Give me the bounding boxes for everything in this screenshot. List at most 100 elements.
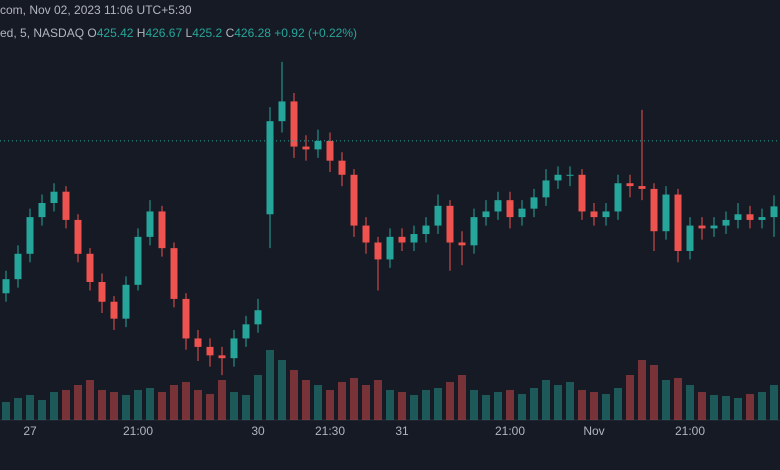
candle-body — [494, 200, 502, 212]
volume-bar — [650, 365, 658, 420]
volume-bar — [194, 390, 202, 420]
candle-body — [506, 200, 514, 218]
volume-bar — [602, 394, 610, 420]
volume-bar — [470, 390, 478, 420]
volume-bar — [494, 392, 502, 420]
volume-bar — [242, 395, 250, 420]
volume-bar — [158, 392, 166, 420]
candle-body — [182, 298, 190, 339]
volume-bar — [674, 378, 682, 420]
candle-body — [26, 217, 34, 254]
ohlc-value: 425.42 — [96, 26, 134, 40]
x-tick-label: 27 — [23, 424, 37, 438]
candle-body — [590, 211, 598, 218]
x-axis-background — [0, 420, 780, 470]
ohlc-label: O — [87, 26, 97, 40]
candle-body — [2, 279, 10, 294]
x-tick-label: 30 — [251, 424, 265, 438]
candle-body — [110, 301, 118, 319]
ohlc-values: O425.42 H426.67 L425.2 C426.28 — [87, 26, 274, 40]
volume-bar — [770, 385, 778, 420]
ohlc-value: 426.67 — [145, 26, 183, 40]
candle-body — [674, 194, 682, 251]
candle-body — [326, 140, 334, 161]
candle-body — [470, 217, 478, 246]
volume-bar — [746, 394, 754, 420]
volume-bar — [230, 392, 238, 420]
candle-body — [122, 284, 130, 319]
volume-bar — [458, 375, 466, 420]
candle-body — [98, 282, 106, 302]
candle-body — [62, 191, 70, 220]
volume-bar — [122, 395, 130, 420]
candle-body — [302, 146, 310, 150]
volume-bar — [314, 385, 322, 420]
candle-body — [206, 346, 214, 356]
volume-bar — [590, 392, 598, 420]
candle-body — [518, 208, 526, 218]
volume-bar — [626, 375, 634, 420]
candle-body — [578, 174, 586, 212]
candle-body — [686, 225, 694, 251]
chart-title: com, Nov 02, 2023 11:06 UTC+5:30 — [0, 3, 192, 17]
candle-body — [158, 211, 166, 249]
volume-bar — [482, 395, 490, 420]
candle-body — [746, 214, 754, 220]
volume-bar — [530, 388, 538, 420]
candle-body — [602, 211, 610, 218]
ohlc-label: L — [185, 26, 193, 40]
volume-bar — [410, 395, 418, 420]
volume-bar — [638, 360, 646, 420]
volume-bar — [386, 390, 394, 420]
volume-bar — [110, 392, 118, 420]
candle-body — [722, 219, 730, 226]
volume-bar — [614, 388, 622, 420]
candle-body — [170, 248, 178, 299]
volume-bar — [266, 350, 274, 420]
volume-bar — [206, 394, 214, 420]
candle-body — [230, 338, 238, 359]
volume-bar — [302, 380, 310, 420]
candle-body — [38, 203, 46, 218]
candle-body — [758, 217, 766, 220]
volume-bar — [14, 398, 22, 420]
x-tick-label: 21:30 — [315, 424, 345, 438]
x-tick-label: 21:00 — [495, 424, 525, 438]
x-tick-label: 21:00 — [123, 424, 153, 438]
x-tick-label: 31 — [395, 424, 409, 438]
volume-bar — [278, 360, 286, 420]
candle-body — [194, 338, 202, 347]
volume-bar — [170, 385, 178, 420]
candle-body — [338, 160, 346, 175]
candle-body — [14, 253, 22, 280]
volume-bar — [134, 390, 142, 420]
candle-body — [446, 205, 454, 243]
volume-bar — [662, 380, 670, 420]
candle-body — [374, 242, 382, 260]
candle-body — [266, 121, 274, 215]
ohlc-value: 426.28 — [234, 26, 271, 40]
change: +0.92 (+0.22%) — [274, 26, 358, 40]
volume-bar — [338, 382, 346, 420]
volume-bar — [62, 390, 70, 420]
volume-bar — [146, 388, 154, 420]
candle-body — [650, 188, 658, 232]
x-tick-label: Nov — [583, 424, 604, 438]
candle-body — [614, 183, 622, 212]
volume-bar — [98, 390, 106, 420]
volume-bar — [26, 395, 34, 420]
volume-bar — [326, 390, 334, 420]
volume-bar — [518, 394, 526, 420]
volume-bar — [446, 382, 454, 420]
candle-body — [554, 174, 562, 181]
candle-body — [422, 225, 430, 235]
volume-bar — [554, 385, 562, 420]
volume-bar — [2, 402, 10, 420]
candle-body — [362, 225, 370, 243]
legend-row: ed, 5, NASDAQ O425.42 H426.67 L425.2 C42… — [0, 26, 357, 40]
candle-body — [566, 174, 574, 176]
ohlc-label: H — [136, 26, 146, 40]
